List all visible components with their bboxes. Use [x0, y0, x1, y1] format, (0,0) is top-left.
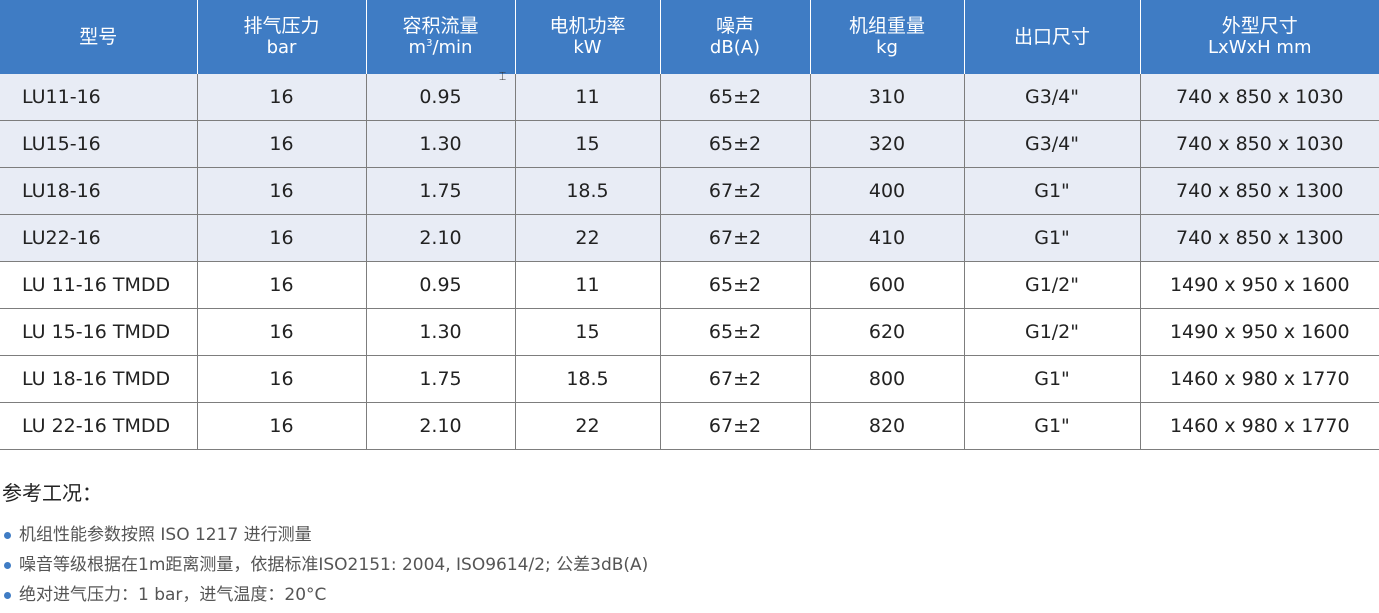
note-item: 噪音等级根据在1m距离测量，依据标准ISO2151: 2004, ISO9614…: [2, 550, 1002, 580]
header-model: 型号: [0, 0, 198, 74]
cell-model: LU11-16: [0, 74, 198, 121]
cell-motor-power: 15: [515, 308, 661, 356]
cell-weight: 620: [810, 308, 965, 356]
note-item: 绝对进气压力：1 bar，进气温度：20°C: [2, 580, 1002, 610]
cell-outlet-size: G1": [964, 167, 1141, 215]
cell-flow: 0.95: [366, 74, 516, 121]
cell-weight: 820: [810, 402, 965, 450]
cell-motor-power: 18.5: [515, 355, 661, 403]
cell-outlet-size: G1/2": [964, 308, 1141, 356]
cell-dimensions: 1460 x 980 x 1770: [1140, 402, 1379, 450]
header-pressure: 排气压力 bar: [197, 0, 367, 74]
table-row: LU15-16 16 1.30 15 65±2 320 G3/4" 740 x 850 x 1…: [0, 120, 1379, 168]
header-outlet-size: 出口尺寸: [964, 0, 1141, 74]
table-body: LU11-16 16 0.95 11 65±2 310 G3/4" 740 x 850 x 1…: [0, 74, 1379, 450]
note-text: 绝对进气压力：1 bar，进气温度：20°C: [19, 585, 327, 605]
bullet-icon: [4, 591, 11, 599]
table-row: LU 15-16 TMDD 16 1.30 15 65±2 620 G1/2" 1490 x …: [0, 308, 1379, 356]
cell-pressure: 16: [197, 355, 367, 403]
bullet-icon: [4, 531, 11, 539]
table-row: LU 18-16 TMDD 16 1.75 18.5 67±2 800 G1" 1460 x …: [0, 355, 1379, 403]
cell-motor-power: 22: [515, 402, 661, 450]
cell-pressure: 16: [197, 167, 367, 215]
cell-weight: 310: [810, 74, 965, 121]
cell-model: LU22-16: [0, 214, 198, 262]
table-header-row: 型号 排气压力 bar 容积流量 m3/min 电机功率 kW 噪声 dB(A): [0, 0, 1379, 74]
table-row: LU18-16 16 1.75 18.5 67±2 400 G1" 740 x 850 x 1…: [0, 167, 1379, 215]
cell-model: LU 15-16 TMDD: [0, 308, 198, 356]
cell-noise: 65±2: [660, 74, 811, 121]
note-item: 机组性能参数按照 ISO 1217 进行测量: [2, 520, 1002, 550]
cell-flow: 1.30: [366, 120, 516, 168]
reference-conditions: 参考工况： 机组性能参数按照 ISO 1217 进行测量 噪音等级根据在1m距离…: [2, 478, 1002, 610]
cell-motor-power: 22: [515, 214, 661, 262]
cell-model: LU15-16: [0, 120, 198, 168]
table-row: LU22-16 16 2.10 22 67±2 410 G1" 740 x 850 x 130…: [0, 214, 1379, 262]
cell-outlet-size: G1": [964, 355, 1141, 403]
cell-dimensions: 740 x 850 x 1300: [1140, 167, 1379, 215]
cell-dimensions: 1490 x 950 x 1600: [1140, 261, 1379, 309]
header-weight: 机组重量 kg: [810, 0, 965, 74]
table-row: LU 22-16 TMDD 16 2.10 22 67±2 820 G1" 1460 x 98…: [0, 402, 1379, 450]
cell-pressure: 16: [197, 214, 367, 262]
cell-noise: 67±2: [660, 355, 811, 403]
note-text: 噪音等级根据在1m距离测量，依据标准ISO2151: 2004, ISO9614…: [19, 555, 649, 575]
notes-title: 参考工况：: [2, 481, 102, 505]
cell-noise: 67±2: [660, 402, 811, 450]
cell-outlet-size: G3/4": [964, 74, 1141, 121]
header-motor-power: 电机功率 kW: [515, 0, 661, 74]
cell-model: LU 11-16 TMDD: [0, 261, 198, 309]
cell-outlet-size: G1": [964, 402, 1141, 450]
cell-flow: 1.75: [366, 167, 516, 215]
cell-weight: 600: [810, 261, 965, 309]
cell-flow: 2.10: [366, 402, 516, 450]
cell-pressure: 16: [197, 120, 367, 168]
cell-pressure: 16: [197, 74, 367, 121]
cell-motor-power: 11: [515, 261, 661, 309]
spec-table: 型号 排气压力 bar 容积流量 m3/min 电机功率 kW 噪声 dB(A): [0, 0, 1379, 450]
cell-motor-power: 11: [515, 74, 661, 121]
cell-pressure: 16: [197, 402, 367, 450]
cell-weight: 410: [810, 214, 965, 262]
cell-noise: 65±2: [660, 120, 811, 168]
table-row: LU 11-16 TMDD 16 0.95 11 65±2 600 G1/2" 1490 x …: [0, 261, 1379, 309]
cell-motor-power: 18.5: [515, 167, 661, 215]
table-row: LU11-16 16 0.95 11 65±2 310 G3/4" 740 x 850 x 1…: [0, 74, 1379, 121]
cell-outlet-size: G1/2": [964, 261, 1141, 309]
cell-flow: 2.10: [366, 214, 516, 262]
cell-weight: 800: [810, 355, 965, 403]
header-dimensions: 外型尺寸 LxWxH mm: [1140, 0, 1379, 74]
cell-outlet-size: G1": [964, 214, 1141, 262]
cell-dimensions: 740 x 850 x 1030: [1140, 74, 1379, 121]
text-cursor-icon: ⌶: [499, 69, 507, 83]
cell-noise: 67±2: [660, 167, 811, 215]
note-text: 机组性能参数按照 ISO 1217 进行测量: [19, 525, 312, 545]
cell-model: LU18-16: [0, 167, 198, 215]
cell-noise: 65±2: [660, 261, 811, 309]
cell-noise: 65±2: [660, 308, 811, 356]
cell-flow: 0.95: [366, 261, 516, 309]
bullet-icon: [4, 561, 11, 569]
cell-motor-power: 15: [515, 120, 661, 168]
cell-dimensions: 740 x 850 x 1030: [1140, 120, 1379, 168]
cell-flow: 1.75: [366, 355, 516, 403]
cell-pressure: 16: [197, 308, 367, 356]
cell-weight: 400: [810, 167, 965, 215]
cell-dimensions: 740 x 850 x 1300: [1140, 214, 1379, 262]
cell-weight: 320: [810, 120, 965, 168]
cell-model: LU 22-16 TMDD: [0, 402, 198, 450]
cell-noise: 67±2: [660, 214, 811, 262]
cell-model: LU 18-16 TMDD: [0, 355, 198, 403]
cell-flow: 1.30: [366, 308, 516, 356]
header-noise: 噪声 dB(A): [660, 0, 811, 74]
cell-pressure: 16: [197, 261, 367, 309]
cell-outlet-size: G3/4": [964, 120, 1141, 168]
header-flow: 容积流量 m3/min: [366, 0, 516, 74]
cell-dimensions: 1490 x 950 x 1600: [1140, 308, 1379, 356]
cell-dimensions: 1460 x 980 x 1770: [1140, 355, 1379, 403]
